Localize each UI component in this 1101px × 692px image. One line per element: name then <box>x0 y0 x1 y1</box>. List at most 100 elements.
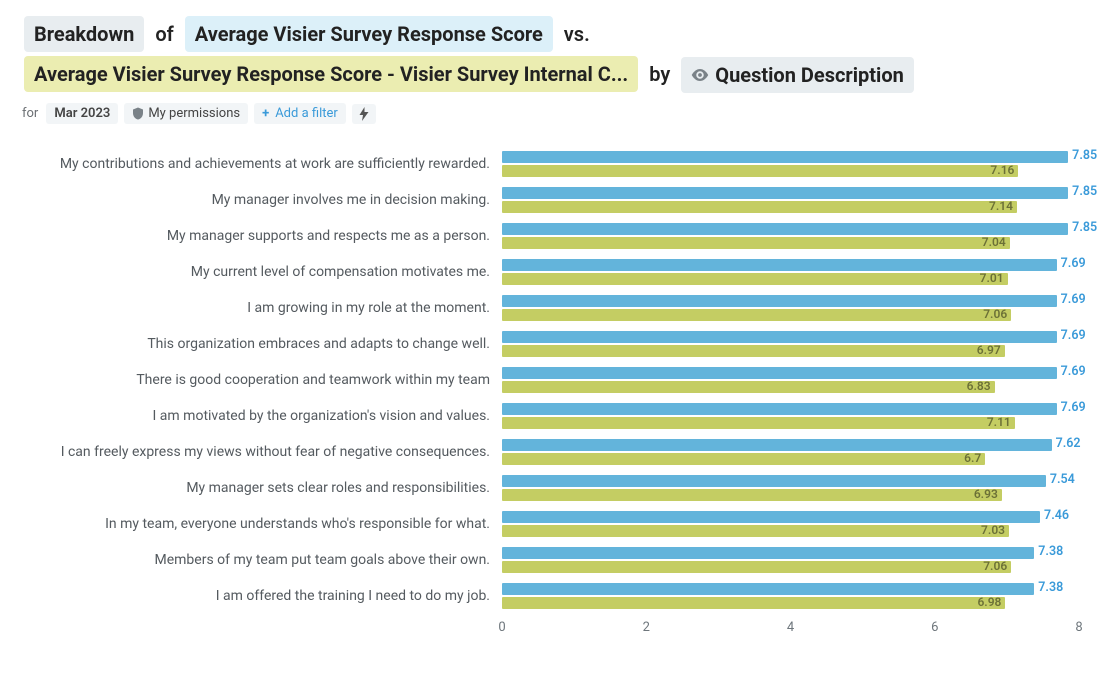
bar-secondary[interactable]: 7.03 <box>502 525 1009 537</box>
bar-primary-value: 7.54 <box>1046 472 1075 490</box>
bar-primary[interactable]: 7.85 <box>502 151 1068 163</box>
bar-secondary[interactable]: 6.98 <box>502 597 1005 609</box>
chart-row: My manager supports and respects me as a… <box>22 218 1079 254</box>
bar-secondary[interactable]: 7.06 <box>502 309 1011 321</box>
row-label: In my team, everyone understands who's r… <box>22 516 502 532</box>
chart-row: I can freely express my views without fe… <box>22 434 1079 470</box>
row-label: I am motivated by the organization's vis… <box>22 408 502 424</box>
bar-primary-value: 7.69 <box>1057 256 1086 274</box>
row-bars: 7.546.93 <box>502 470 1079 506</box>
bar-secondary-value: 7.11 <box>983 415 1011 433</box>
permissions-label: My permissions <box>148 106 240 121</box>
bar-secondary[interactable]: 7.01 <box>502 273 1008 285</box>
bar-primary[interactable]: 7.69 <box>502 331 1057 343</box>
bar-secondary-value: 6.83 <box>963 379 991 397</box>
dimension-label: Question Description <box>715 59 904 91</box>
permissions-chip[interactable]: My permissions <box>124 103 248 124</box>
bar-primary[interactable]: 7.69 <box>502 259 1057 271</box>
row-label: My current level of compensation motivat… <box>22 264 502 280</box>
bar-secondary-value: 6.7 <box>960 451 981 469</box>
bar-secondary[interactable]: 7.06 <box>502 561 1011 573</box>
bar-secondary-value: 6.98 <box>973 595 1001 613</box>
row-bars: 7.857.16 <box>502 146 1079 182</box>
metric2-pill[interactable]: Average Visier Survey Response Score - V… <box>24 56 638 92</box>
bar-secondary[interactable]: 7.16 <box>502 165 1018 177</box>
row-label: I am offered the training I need to do m… <box>22 588 502 604</box>
plus-icon: + <box>262 106 269 121</box>
x-axis-ticks: 02468 <box>502 616 1079 642</box>
bar-primary[interactable]: 7.85 <box>502 187 1068 199</box>
x-axis: 02468 <box>22 616 1079 642</box>
chart-row: There is good cooperation and teamwork w… <box>22 362 1079 398</box>
bar-primary-value: 7.85 <box>1068 220 1097 238</box>
bar-primary[interactable]: 7.69 <box>502 403 1057 415</box>
x-tick: 2 <box>643 620 650 635</box>
bar-primary-value: 7.69 <box>1057 400 1086 418</box>
row-label: My manager supports and respects me as a… <box>22 228 502 244</box>
quick-action-chip[interactable] <box>352 104 376 124</box>
bar-secondary-value: 6.97 <box>973 343 1001 361</box>
row-label: My manager involves me in decision makin… <box>22 192 502 208</box>
metric1-pill[interactable]: Average Visier Survey Response Score <box>185 16 553 52</box>
bar-secondary[interactable]: 6.7 <box>502 453 985 465</box>
bar-secondary[interactable]: 7.11 <box>502 417 1015 429</box>
bar-primary-value: 7.85 <box>1068 184 1097 202</box>
bar-primary[interactable]: 7.69 <box>502 295 1057 307</box>
row-bars: 7.38 7.06 <box>502 542 1079 578</box>
row-bars: 7.696.83 <box>502 362 1079 398</box>
bar-primary-value: 7.69 <box>1057 328 1086 346</box>
chart-rows: My contributions and achievements at wor… <box>22 146 1079 614</box>
bar-primary[interactable]: 7.54 <box>502 475 1046 487</box>
breakdown-pill[interactable]: Breakdown <box>24 16 144 52</box>
chart-row: I am growing in my role at the moment.7.… <box>22 290 1079 326</box>
row-label: Members of my team put team goals above … <box>22 552 502 568</box>
eye-icon <box>691 69 709 81</box>
bar-primary[interactable]: 7.69 <box>502 367 1057 379</box>
bar-secondary-value: 7.16 <box>986 163 1014 181</box>
bar-primary-value: 7.46 <box>1040 508 1069 526</box>
time-filter-chip[interactable]: Mar 2023 <box>46 103 118 124</box>
report-title: Breakdown of Average Visier Survey Respo… <box>22 14 1079 95</box>
filter-bar: for Mar 2023 My permissions + Add a filt… <box>22 103 1079 124</box>
bar-secondary[interactable]: 7.14 <box>502 201 1017 213</box>
row-bars: 7.857.14 <box>502 182 1079 218</box>
row-label: My manager sets clear roles and responsi… <box>22 480 502 496</box>
bar-secondary-value: 7.14 <box>985 199 1013 217</box>
bar-primary-value: 7.85 <box>1068 148 1097 166</box>
bar-secondary[interactable]: 6.93 <box>502 489 1002 501</box>
row-bars: 7.386.98 <box>502 578 1079 614</box>
row-bars: 7.697.01 <box>502 254 1079 290</box>
row-label: There is good cooperation and teamwork w… <box>22 372 502 388</box>
row-label: This organization embraces and adapts to… <box>22 336 502 352</box>
chart: My contributions and achievements at wor… <box>22 146 1079 642</box>
bar-secondary[interactable]: 6.97 <box>502 345 1005 357</box>
bar-primary-value: 7.38 <box>1034 580 1063 598</box>
chart-row: My manager involves me in decision makin… <box>22 182 1079 218</box>
bar-secondary-value: 7.01 <box>976 271 1004 289</box>
bar-secondary[interactable]: 6.83 <box>502 381 995 393</box>
title-vs: vs. <box>564 22 590 46</box>
x-tick: 0 <box>498 620 505 635</box>
dimension-pill[interactable]: Question Description <box>681 57 914 93</box>
bar-primary[interactable]: 7.38 <box>502 583 1034 595</box>
bar-primary[interactable]: 7.46 <box>502 511 1040 523</box>
bar-secondary-value: 6.93 <box>970 487 998 505</box>
chart-row: My manager sets clear roles and responsi… <box>22 470 1079 506</box>
bar-secondary[interactable]: 7.04 <box>502 237 1010 249</box>
chart-row: I am motivated by the organization's vis… <box>22 398 1079 434</box>
bar-primary[interactable]: 7.62 <box>502 439 1052 451</box>
add-filter-button[interactable]: + Add a filter <box>254 103 346 124</box>
for-label: for <box>22 106 38 121</box>
row-bars: 7.697.06 <box>502 290 1079 326</box>
bar-secondary-value: 7.06 <box>979 307 1007 325</box>
chart-row: My current level of compensation motivat… <box>22 254 1079 290</box>
x-tick: 8 <box>1075 620 1082 635</box>
chart-row: Members of my team put team goals above … <box>22 542 1079 578</box>
bar-primary[interactable]: 7.85 <box>502 223 1068 235</box>
add-filter-label: Add a filter <box>275 106 338 121</box>
x-tick: 4 <box>787 620 794 635</box>
bar-primary[interactable]: 7.38 <box>502 547 1034 559</box>
row-label: My contributions and achievements at wor… <box>22 156 502 172</box>
bar-secondary-value: 7.03 <box>977 523 1005 541</box>
row-bars: 7.467.03 <box>502 506 1079 542</box>
